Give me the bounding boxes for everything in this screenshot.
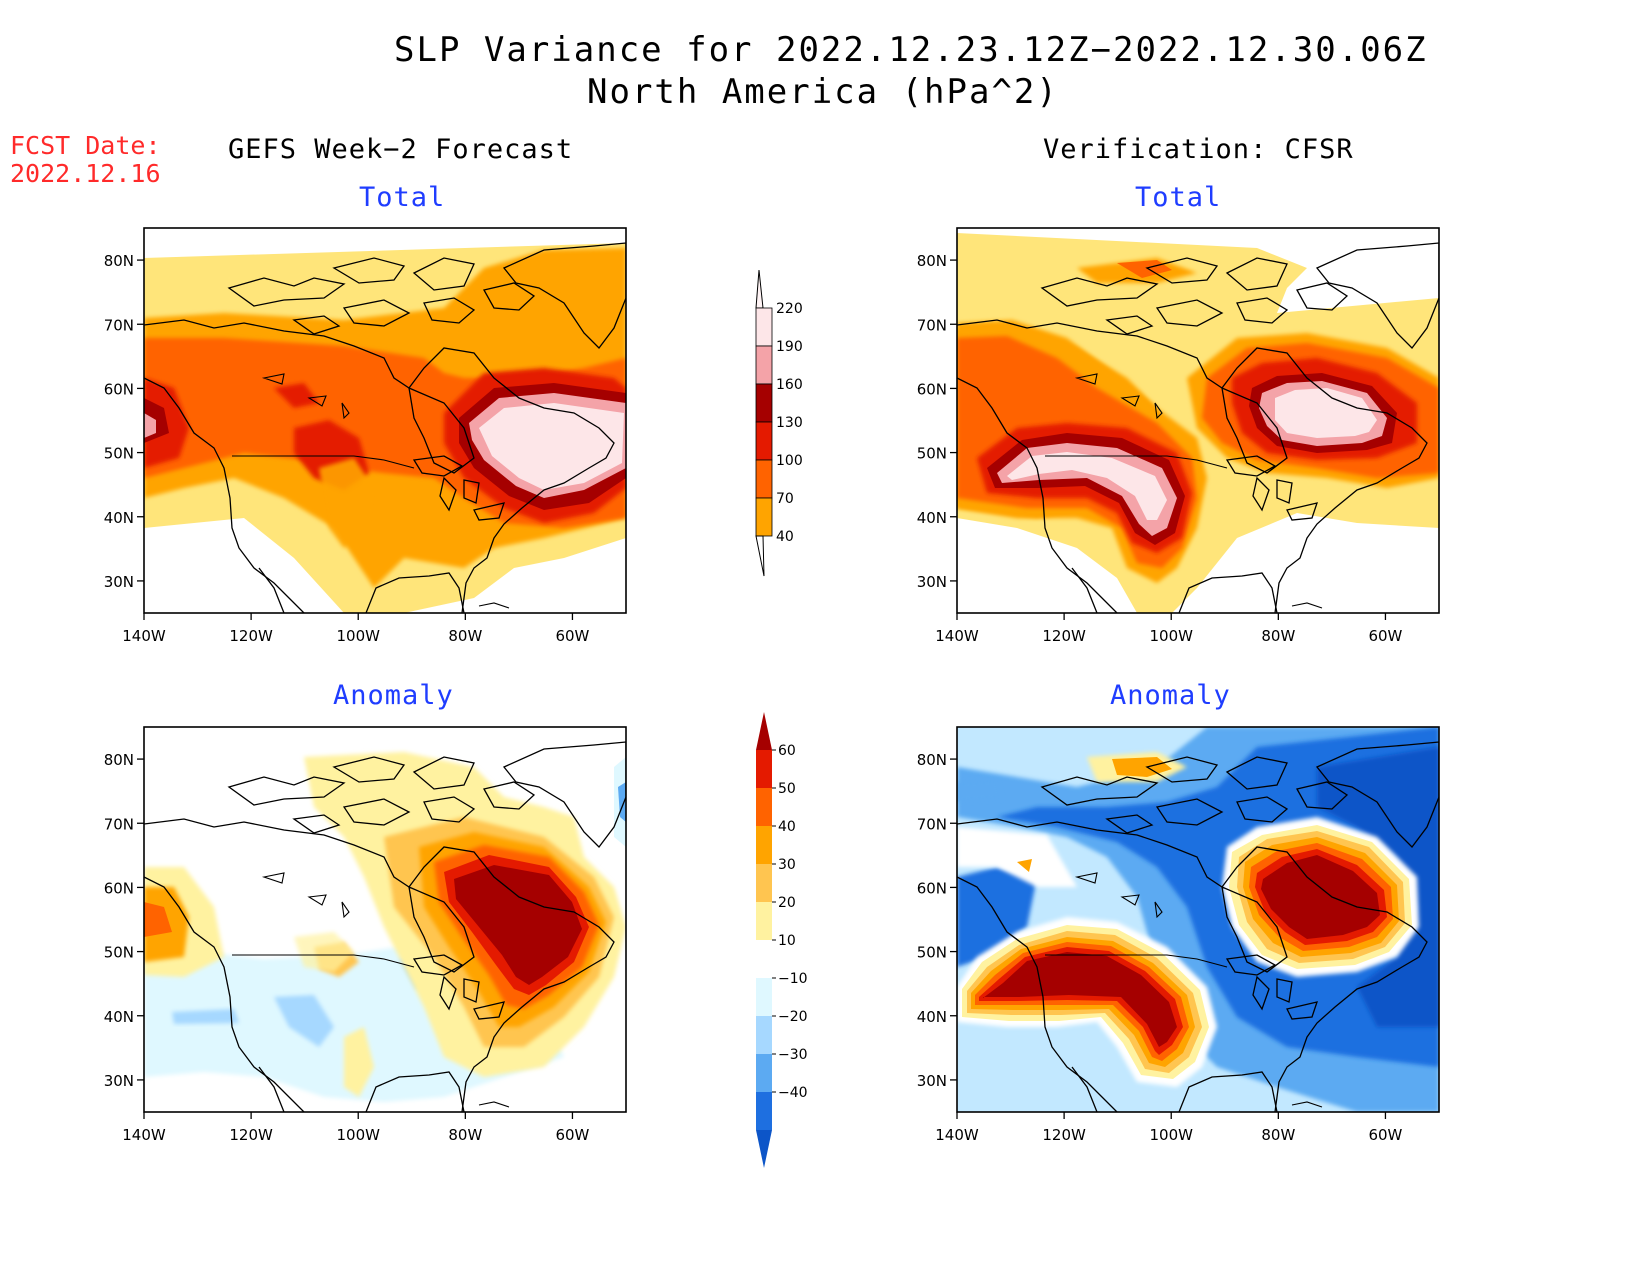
- lat-tick-label: 50N: [104, 944, 134, 962]
- colorbar-total-bottom-arrow: [755, 535, 765, 577]
- colorbar-anomaly-label: 50: [778, 781, 796, 797]
- colorbar-anomaly-label: −30: [778, 1047, 808, 1063]
- colorbar-total-swatch: [755, 307, 773, 347]
- colorbar-anomaly-label: 60: [778, 743, 796, 759]
- colorbar-total: 220 190 160 130 100 70 40: [755, 269, 803, 577]
- colorbar-total-swatch: [755, 459, 773, 499]
- lon-tick-label: 80W: [1261, 627, 1295, 645]
- lat-tick-label: 30N: [917, 573, 947, 591]
- lon-tick-label: 100W: [1149, 1126, 1193, 1144]
- cfsr-anomaly-map: [956, 726, 1440, 1113]
- colorbar-total-label: 70: [776, 491, 794, 507]
- lon-tick-label: 100W: [1149, 627, 1193, 645]
- colorbar-anomaly-label: −10: [778, 971, 808, 987]
- lon-tick-label: 120W: [229, 627, 273, 645]
- colorbar-anomaly-label: −20: [778, 1009, 808, 1025]
- colorbar-anomaly: 60 50 40 30 20 10 −10 −20 −30 −40: [756, 712, 808, 1168]
- colorbar-anomaly-label: 40: [778, 819, 796, 835]
- lon-tick-label: 120W: [1042, 1126, 1086, 1144]
- lat-tick-label: 60N: [917, 879, 947, 897]
- lat-tick-label: 60N: [917, 380, 947, 398]
- colorbar-total-swatch: [755, 345, 773, 385]
- colorbar-total-label: 220: [776, 301, 803, 317]
- left-column-title: GEFS Week−2 Forecast: [228, 134, 574, 165]
- colorbar-anomaly-swatch: [756, 940, 772, 978]
- colorbar-total-top-arrow: [755, 269, 764, 309]
- colorbar-total-label: 160: [776, 377, 803, 393]
- lat-tick-label: 80N: [104, 252, 134, 270]
- colorbar-total-label: 40: [776, 529, 794, 545]
- lon-tick-label: 60W: [555, 627, 589, 645]
- lat-tick-label: 60N: [104, 380, 134, 398]
- fcst-date-value: 2022.12.16: [10, 159, 161, 188]
- right-column-title: Verification: CFSR: [1043, 134, 1354, 165]
- colorbar-anomaly-swatch: [756, 902, 772, 940]
- lat-tick-label: 70N: [917, 815, 947, 833]
- colorbar-total-swatch: [755, 383, 773, 423]
- figure-title-line1: SLP Variance for 2022.12.23.12Z−2022.12.…: [394, 30, 1428, 70]
- panel-title-gefs-total: Total: [359, 182, 446, 213]
- lon-tick-label: 140W: [122, 627, 166, 645]
- lon-tick-label: 140W: [935, 1126, 979, 1144]
- gefs-total-map: [143, 227, 627, 614]
- lat-tick-label: 80N: [104, 751, 134, 769]
- colorbar-total-label: 130: [776, 415, 803, 431]
- colorbar-total-label: 100: [776, 453, 803, 469]
- colorbar-anomaly-label: −40: [778, 1085, 808, 1101]
- colorbar-anomaly-swatch: [756, 826, 772, 864]
- lon-tick-label: 80W: [448, 627, 482, 645]
- lat-tick-label: 80N: [917, 252, 947, 270]
- panel-title-gefs-anomaly: Anomaly: [333, 680, 454, 711]
- colorbar-anomaly-label: 10: [778, 933, 796, 949]
- colorbar-anomaly-swatch: [756, 788, 772, 826]
- lat-tick-label: 70N: [104, 815, 134, 833]
- colorbar-anomaly-swatch: [756, 750, 772, 788]
- colorbar-anomaly-swatch: [756, 978, 772, 1016]
- lat-tick-label: 70N: [917, 316, 947, 334]
- lat-tick-label: 80N: [917, 751, 947, 769]
- colorbar-anomaly-swatch: [756, 1016, 772, 1054]
- lon-tick-label: 140W: [122, 1126, 166, 1144]
- lat-tick-label: 70N: [104, 316, 134, 334]
- colorbar-anomaly-top-arrow: [756, 712, 772, 750]
- lat-tick-label: 40N: [917, 1008, 947, 1026]
- lat-tick-label: 40N: [104, 1008, 134, 1026]
- lat-tick-label: 30N: [917, 1072, 947, 1090]
- fcst-date-label: FCST Date:: [10, 131, 161, 160]
- lon-tick-label: 80W: [448, 1126, 482, 1144]
- lon-tick-label: 120W: [1042, 627, 1086, 645]
- colorbar-total-label: 190: [776, 339, 803, 355]
- lat-tick-label: 60N: [104, 879, 134, 897]
- lat-tick-label: 40N: [917, 509, 947, 527]
- lat-tick-label: 30N: [104, 1072, 134, 1090]
- panel-title-cfsr-anomaly: Anomaly: [1110, 680, 1231, 711]
- lon-tick-label: 80W: [1261, 1126, 1295, 1144]
- colorbar-anomaly-label: 30: [778, 857, 796, 873]
- lon-tick-label: 60W: [1368, 627, 1402, 645]
- colorbar-anomaly-bottom-arrow: [756, 1130, 772, 1168]
- colorbar-total-swatch: [755, 421, 773, 461]
- figure-title-line2: North America (hPa^2): [587, 72, 1059, 112]
- colorbar-anomaly-label: 20: [778, 895, 796, 911]
- lon-tick-label: 140W: [935, 627, 979, 645]
- colorbar-anomaly-swatch: [756, 864, 772, 902]
- colorbar-anomaly-swatch: [756, 1054, 772, 1092]
- lat-tick-label: 40N: [104, 509, 134, 527]
- lat-tick-label: 50N: [104, 445, 134, 463]
- panel-title-cfsr-total: Total: [1135, 182, 1222, 213]
- lon-tick-label: 60W: [1368, 1126, 1402, 1144]
- lat-tick-label: 50N: [917, 445, 947, 463]
- axes-layer: 140W 120W 100W 80W 60W 80N 70N 60N 50N 40N 30N 140W…: [104, 252, 1403, 1144]
- colorbar-anomaly-swatch: [756, 1092, 772, 1130]
- cfsr-total-map: [956, 227, 1440, 614]
- colorbar-total-swatch: [755, 497, 773, 537]
- lon-tick-label: 100W: [336, 627, 380, 645]
- lon-tick-label: 120W: [229, 1126, 273, 1144]
- lat-tick-label: 30N: [104, 573, 134, 591]
- gefs-anomaly-map: [143, 726, 627, 1113]
- lon-tick-label: 60W: [555, 1126, 589, 1144]
- lon-tick-label: 100W: [336, 1126, 380, 1144]
- lat-tick-label: 50N: [917, 944, 947, 962]
